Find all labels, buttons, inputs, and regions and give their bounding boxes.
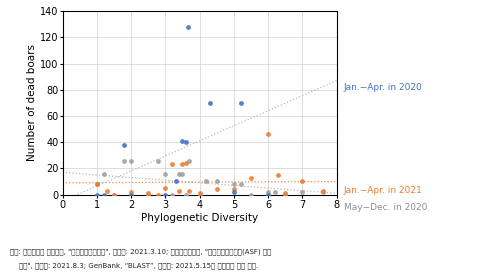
Point [120, 158, 128, 163]
Point [229, 187, 237, 192]
Point [281, 192, 288, 197]
Point [236, 101, 244, 105]
Point [127, 190, 134, 194]
Point [185, 188, 193, 193]
Point [264, 190, 272, 194]
Point [298, 190, 306, 194]
Point [178, 172, 186, 176]
Point [178, 162, 186, 167]
Point [318, 190, 326, 194]
Point [202, 179, 210, 184]
Point [181, 161, 189, 165]
Point [236, 182, 244, 186]
Point [271, 190, 278, 194]
Point [120, 143, 128, 147]
Point [127, 158, 134, 163]
Point [103, 188, 111, 193]
Point [161, 192, 169, 197]
Point [168, 162, 176, 167]
Point [298, 179, 306, 184]
Point [171, 179, 179, 184]
Text: 현황", 검색일: 2021.8.3; GenBank, “BLAST”, 검색일: 2021.5.15를 분석하여 저자 작성.: 현황", 검색일: 2021.8.3; GenBank, “BLAST”, 검색… [10, 263, 257, 269]
Point [181, 140, 189, 144]
Point [161, 186, 169, 190]
Point [175, 172, 182, 176]
Point [161, 172, 169, 176]
Point [178, 139, 186, 143]
Point [127, 192, 134, 197]
Y-axis label: Number of dead boars: Number of dead boars [27, 44, 37, 161]
Point [110, 192, 118, 197]
Point [247, 175, 254, 180]
Point [185, 158, 193, 163]
Point [213, 179, 220, 184]
Point [264, 132, 272, 136]
Point [274, 173, 282, 177]
Text: Jan.−Apr. in 2020: Jan.−Apr. in 2020 [343, 83, 422, 92]
Point [195, 192, 203, 197]
Point [183, 25, 191, 29]
Point [181, 192, 189, 197]
Point [229, 182, 237, 186]
Point [168, 192, 176, 197]
X-axis label: Phylogenetic Diversity: Phylogenetic Diversity [141, 213, 258, 223]
Point [264, 192, 272, 197]
Point [247, 192, 254, 197]
Point [229, 190, 237, 194]
Point [175, 188, 182, 193]
Point [144, 192, 152, 197]
Point [93, 182, 100, 186]
Point [110, 192, 118, 197]
Text: Jan.−Apr. in 2021: Jan.−Apr. in 2021 [343, 186, 422, 195]
Point [195, 191, 203, 195]
Point [213, 187, 220, 192]
Text: May−Dec. in 2020: May−Dec. in 2020 [343, 203, 426, 212]
Point [281, 191, 288, 195]
Point [154, 192, 162, 197]
Point [318, 188, 326, 193]
Point [93, 192, 100, 197]
Point [144, 191, 152, 195]
Point [100, 192, 108, 197]
Point [100, 172, 108, 176]
Point [205, 101, 213, 105]
Text: 자료: 국립생태원 에코뱅크, "전국자연환경조사", 검색일: 2021.3.10; 농림축산식품부, "아프리카돼지염병(ASF) 발생: 자료: 국립생태원 에코뱅크, "전국자연환경조사", 검색일: 2021.3.… [10, 249, 270, 255]
Point [93, 182, 100, 186]
Point [154, 158, 162, 163]
